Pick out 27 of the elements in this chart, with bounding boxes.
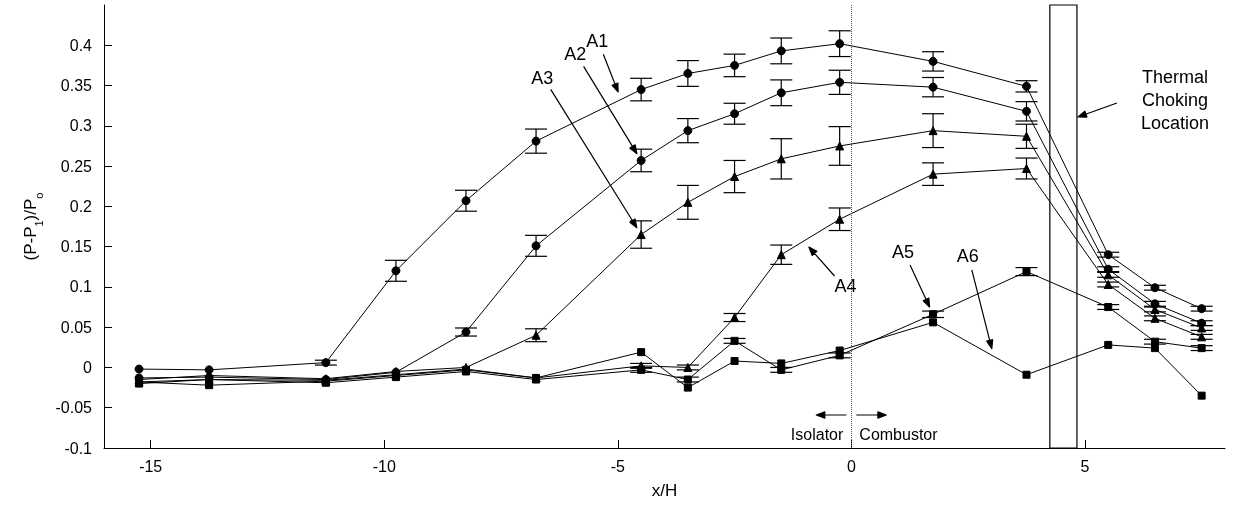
- text: A2: [564, 44, 587, 65]
- x-tick-label: 5: [1080, 457, 1090, 475]
- x-tick-label: 0: [846, 457, 856, 475]
- legend-label: A4: [834, 276, 857, 297]
- text: A1: [586, 31, 609, 52]
- y-tick-label: 0.2: [69, 197, 93, 215]
- y-tick-label: -0.05: [55, 399, 93, 417]
- annotation: Thermal Choking Location: [1140, 67, 1209, 133]
- x-tick-label: -5: [610, 457, 625, 475]
- y-tick-label: 0.25: [60, 157, 93, 175]
- y-tick-label: 0: [83, 358, 93, 376]
- x-tick-label: -15: [139, 457, 163, 475]
- y-axis-title: (P-P1)/Po: [20, 192, 46, 261]
- y-tick-label: 0.4: [69, 36, 93, 54]
- x-tick-label: -10: [372, 457, 396, 475]
- annotation: Isolator: [790, 425, 845, 443]
- x-axis-title: x/H: [651, 481, 678, 500]
- y-tick-label: 0.05: [60, 318, 93, 336]
- y-tick-label: 0.3: [69, 117, 93, 135]
- annotation: Combustor: [859, 425, 939, 443]
- y-tick-label: 0.35: [60, 77, 93, 95]
- text: A3: [531, 67, 554, 88]
- y-tick-label: -0.1: [64, 439, 93, 457]
- y-tick-label: 0.15: [60, 238, 93, 256]
- text: A6: [956, 246, 979, 267]
- text: A5: [892, 242, 915, 263]
- y-tick-label: 0.1: [69, 278, 93, 296]
